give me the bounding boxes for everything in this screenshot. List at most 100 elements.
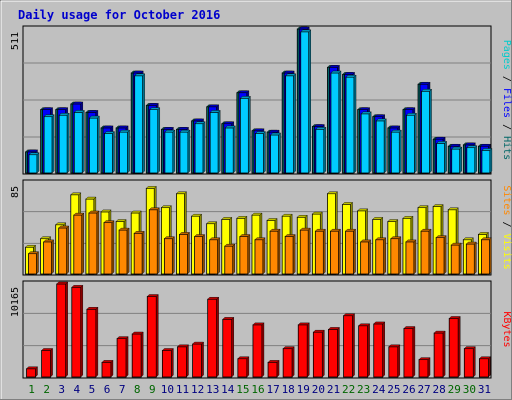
bar-visits-day-30-top: [462, 237, 474, 240]
bar-hits-day-16-top: [254, 131, 266, 134]
bar-kbytes-day-18: [282, 348, 293, 378]
bar-sites-day-29-side: [459, 242, 462, 275]
bar-kbytes-day-29: [448, 318, 459, 378]
bar-visits-day-31-top: [477, 232, 489, 235]
bar-kbytes-day-11-top: [176, 344, 189, 348]
bar-hits-day-10-side: [172, 129, 176, 174]
bar-kbytes-day-19-side: [307, 322, 310, 378]
x-tick-day-30: 30: [463, 383, 476, 396]
bar-files-day-9-top: [147, 103, 159, 106]
bar-visits-day-23-top: [357, 208, 369, 212]
bar-hits-day-16: [255, 133, 264, 174]
bar-hits-day-30-top: [466, 145, 478, 148]
bar-hits-day-12-top: [194, 121, 206, 124]
bar-visits-day-20-top: [311, 211, 323, 215]
bar-sites-day-13: [209, 239, 219, 275]
bar-sites-day-18-top: [284, 234, 296, 237]
bar-visits-day-7-top: [115, 219, 127, 222]
bar-hits-day-19-side: [308, 29, 311, 174]
x-tick-day-31: 31: [478, 383, 491, 396]
bar-hits-day-3-side: [66, 112, 70, 174]
legend-entry: Hits: [501, 136, 512, 160]
bar-sites-day-12-side: [202, 234, 205, 275]
bar-kbytes-day-19-top: [297, 322, 310, 326]
bar-hits-day-23-side: [368, 111, 372, 174]
bar-sites-day-6: [103, 222, 113, 275]
bar-sites-day-19-top: [299, 227, 311, 231]
bar-hits-day-27-side: [429, 88, 432, 174]
x-tick-day-17: 17: [266, 383, 279, 396]
bar-visits-day-2-top: [40, 236, 52, 239]
bar-hits-day-9: [149, 109, 159, 174]
bar-kbytes-day-17-side: [276, 359, 280, 378]
bar-files-day-21-top: [328, 65, 340, 68]
bar-sites-day-17-side: [277, 228, 281, 275]
bar-kbytes-day-6: [101, 361, 112, 378]
bar-sites-day-20-top: [314, 228, 326, 232]
bar-visits-day-4-top: [70, 192, 82, 195]
bar-sites-day-16-top: [254, 237, 266, 240]
bar-hits-day-14: [224, 127, 234, 174]
bar-visits-day-11-top: [175, 191, 187, 194]
bar-hits-day-24-side: [384, 118, 387, 174]
x-tick-day-23: 23: [357, 383, 370, 396]
bar-sites-day-2-side: [51, 239, 54, 275]
bar-kbytes-day-18-side: [291, 346, 295, 378]
bar-files-day-23-top: [359, 107, 371, 110]
bar-hits-day-19: [300, 31, 310, 174]
bar-files-day-4-top: [72, 101, 84, 105]
bar-hits-day-21-side: [338, 70, 342, 174]
bar-hits-day-17-side: [278, 132, 281, 174]
bar-visits-day-6-top: [100, 209, 112, 213]
bar-files-day-25-top: [389, 125, 401, 129]
bar-sites-day-25-top: [390, 236, 402, 239]
legend-visits: Sites / Visits: [501, 185, 512, 269]
bar-visits-day-21-top: [326, 191, 338, 194]
bar-sites-day-21-top: [329, 228, 341, 232]
bar-sites-day-11-side: [187, 231, 190, 275]
bar-kbytes-day-26: [403, 328, 414, 378]
x-tick-day-25: 25: [387, 383, 400, 396]
bar-kbytes-day-3: [56, 283, 67, 378]
bar-hits-day-18-side: [293, 73, 296, 174]
bar-sites-day-27-side: [428, 228, 432, 275]
bar-hits-day-6-side: [112, 131, 115, 174]
bar-hits-day-13-top: [209, 110, 221, 113]
bar-hits-day-29-top: [451, 146, 463, 150]
bar-visits-day-29-top: [447, 207, 459, 210]
bar-sites-day-25-side: [398, 236, 402, 275]
bar-hits-day-29-side: [459, 146, 462, 174]
bar-files-day-22-top: [344, 72, 356, 75]
bar-sites-day-22: [345, 230, 354, 275]
bar-sites-day-9-top: [148, 207, 160, 210]
bar-hits-day-2: [43, 116, 53, 174]
x-tick-day-13: 13: [206, 383, 219, 396]
bar-kbytes-day-3-side: [65, 281, 68, 378]
bar-sites-day-23: [360, 241, 370, 275]
bar-visits-day-1-top: [25, 245, 36, 248]
bar-kbytes-day-14-top: [222, 317, 235, 320]
bar-hits-day-21-top: [330, 70, 342, 74]
bar-sites-day-28: [435, 237, 445, 275]
bar-hits-day-31-top: [481, 148, 493, 151]
bar-visits-day-17-top: [266, 218, 278, 221]
x-tick-day-3: 3: [58, 383, 65, 396]
bar-hits-day-15: [239, 97, 249, 174]
bar-files-day-2-top: [42, 107, 54, 110]
bar-visits-day-18-top: [281, 213, 293, 217]
bar-sites-day-14-top: [224, 243, 236, 247]
bar-hits-day-1: [28, 154, 38, 174]
bar-kbytes-day-20-side: [322, 329, 325, 378]
bar-kbytes-day-1: [26, 368, 36, 378]
x-tick-day-28: 28: [433, 383, 446, 396]
bar-sites-day-23-top: [360, 239, 372, 243]
bar-hits-day-4-side: [82, 109, 85, 174]
bar-visits-day-9-top: [145, 186, 157, 189]
bar-kbytes-day-10: [161, 350, 172, 378]
bar-kbytes-day-6-side: [110, 359, 114, 378]
x-tick-day-6: 6: [104, 383, 111, 396]
bar-hits-day-20: [315, 128, 325, 174]
bar-sites-day-15-top: [239, 234, 251, 237]
bar-visits-day-22-top: [342, 202, 354, 205]
bar-sites-day-30-top: [465, 241, 477, 245]
